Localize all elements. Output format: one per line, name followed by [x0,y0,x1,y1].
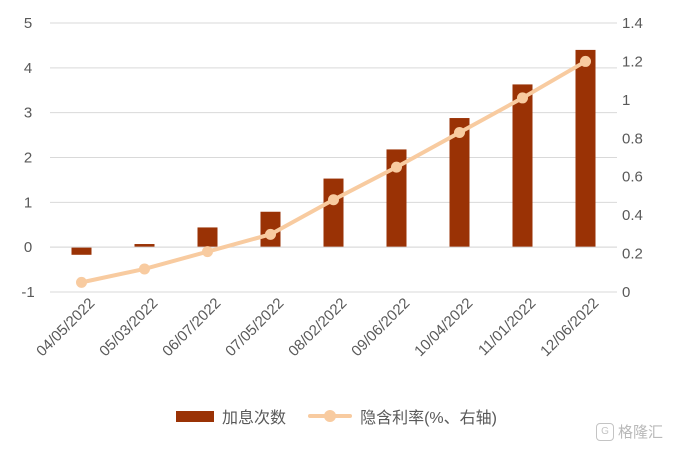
x-tick-label: 08/02/2022 [285,295,350,360]
x-tick-label: 07/05/2022 [222,295,287,360]
legend-line-label: 隐含利率(%、右轴) [360,410,497,427]
watermark-text: 格隆汇 [617,424,663,441]
line-point [580,55,591,67]
y-axis-right: 0 0.2 0.4 0.6 0.8 1 1.2 1.4 [622,15,643,301]
y-right-tick-label: 0 [622,284,630,301]
line-path [79,59,588,285]
y-right-tick-label: 1.2 [622,53,643,70]
line-point [454,127,465,139]
y-right-tick-label: 0.8 [622,130,643,147]
y-axis-left: -1 0 1 2 3 4 5 [21,15,34,301]
y-left-tick-label: 0 [24,239,32,256]
x-tick-label: 05/03/2022 [96,295,161,360]
x-tick-label: 12/06/2022 [537,295,602,360]
y-left-tick-label: 3 [24,105,32,122]
bar [575,49,596,248]
line-point [391,161,402,173]
y-left-tick-label: 2 [24,150,32,167]
legend: 加息次数 隐含利率(%、右轴) [0,404,673,428]
x-axis-labels: 04/05/202205/03/202206/07/202207/05/2022… [33,295,602,360]
x-tick-label: 11/01/2022 [475,295,539,359]
y-right-tick-label: 1.4 [622,15,643,32]
bar [449,118,470,248]
legend-bar-swatch [176,410,215,422]
y-left-tick-label: 5 [24,15,32,32]
y-left-tick-label: 1 [24,194,32,211]
line-point [328,194,339,206]
bar [71,247,92,255]
line-point [265,228,276,240]
legend-item-bars: 加息次数 [176,404,286,428]
x-tick-label: 10/04/2022 [411,295,476,360]
line-point [517,92,528,104]
legend-bar-label: 加息次数 [222,410,287,427]
x-tick-label: 09/06/2022 [348,295,413,360]
x-tick-label: 04/05/2022 [33,295,98,360]
line-series [76,55,591,288]
bar [134,244,155,248]
legend-line-swatch [308,409,353,423]
y-left-tick-label: 4 [24,60,32,77]
watermark-logo-icon: G [595,422,614,441]
bar [512,84,533,248]
watermark: G 格隆汇 [595,421,663,442]
y-right-tick-label: 0.2 [622,246,643,263]
y-right-tick-label: 1 [622,92,630,109]
y-right-tick-label: 0.6 [622,169,643,186]
y-right-tick-label: 0.4 [622,207,643,224]
y-left-tick-label: -1 [21,284,34,301]
bar-series [71,49,596,255]
bar [197,227,218,248]
line-point [202,246,213,258]
line-point [76,276,87,288]
legend-item-line: 隐含利率(%、右轴) [308,404,497,428]
line-point [139,263,150,275]
bar [386,149,407,248]
bar [323,178,344,248]
x-tick-label: 06/07/2022 [159,295,224,360]
